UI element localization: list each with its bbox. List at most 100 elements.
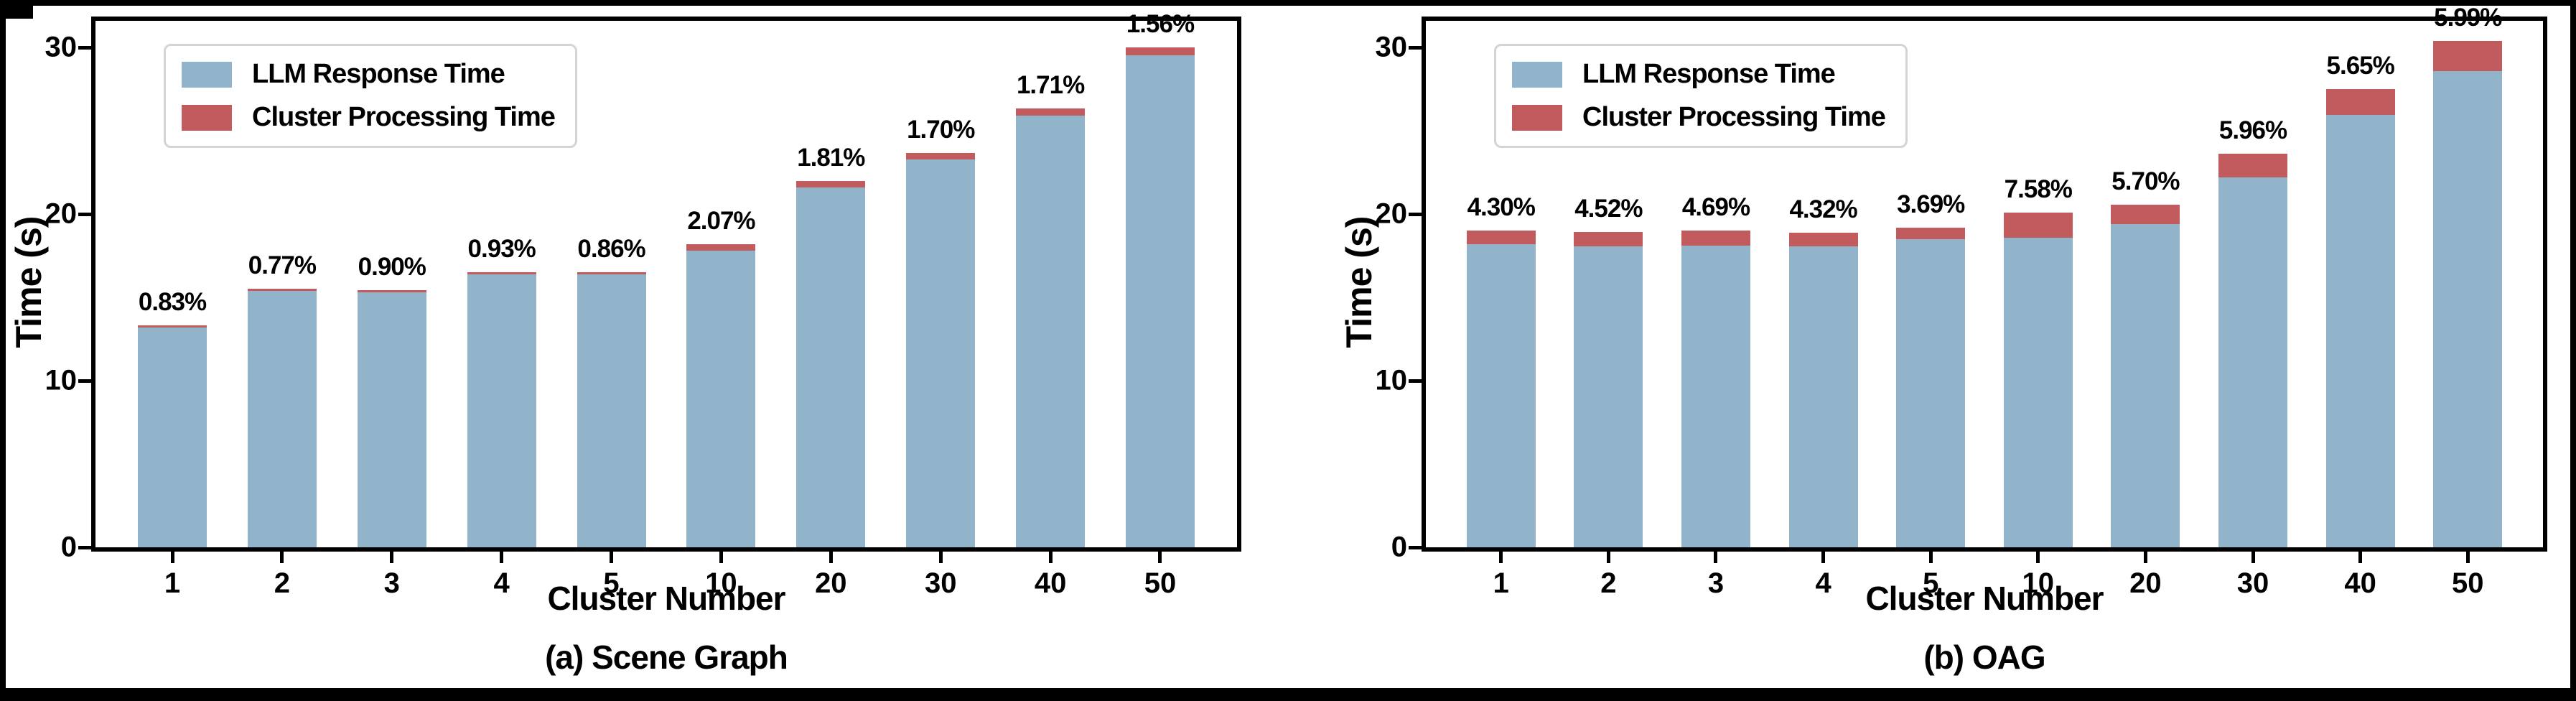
stacked-bar-cluster-2 <box>1574 232 1643 547</box>
cluster-processing-segment <box>2325 89 2395 115</box>
stacked-bar-cluster-50 <box>2433 41 2503 547</box>
llm-response-segment <box>1681 246 1750 547</box>
bar-percentage-label: 2.07% <box>687 207 755 235</box>
bar-percentage-label: 0.86% <box>577 235 645 263</box>
y-tick-label: 10 <box>45 364 78 396</box>
llm-response-segment <box>1125 55 1195 547</box>
legend-item-llm: LLM Response Time <box>182 59 555 90</box>
llm-response-segment <box>2003 238 2073 547</box>
cluster-processing-segment <box>1681 231 1750 246</box>
x-tick-label: 2 <box>274 567 291 599</box>
bar-percentage-label: 4.30% <box>1467 193 1536 221</box>
plot-area-scene-graph: LLM Response Time Cluster Processing Tim… <box>45 10 1241 599</box>
y-tick-label: 30 <box>45 31 78 63</box>
llm-response-segment <box>1466 244 1536 547</box>
stacked-bar-cluster-3 <box>1681 231 1750 547</box>
stacked-bar-cluster-4 <box>467 272 536 547</box>
x-tick-mark <box>610 552 614 563</box>
stacked-bar-cluster-4 <box>1788 233 1858 547</box>
llm-response-segment <box>2325 115 2395 547</box>
x-tick-label: 3 <box>1707 567 1725 599</box>
bar-percentage-label: 1.70% <box>907 116 975 144</box>
bar-percentage-label: 0.77% <box>248 251 317 279</box>
legend-label: LLM Response Time <box>252 59 505 89</box>
llm-response-segment <box>1574 246 1643 547</box>
x-tick-mark <box>938 552 943 563</box>
y-tick-mark <box>78 212 91 216</box>
llm-response-segment <box>2218 177 2288 547</box>
y-tick-label: 0 <box>1391 531 1407 563</box>
x-tick-label: 40 <box>2344 567 2376 599</box>
stacked-bar-cluster-1 <box>138 325 207 547</box>
llm-response-segment <box>138 328 207 547</box>
y-tick-label: 20 <box>45 198 78 230</box>
x-axis-label: Cluster Number <box>547 580 785 617</box>
cluster-processing-segment <box>2218 154 2288 177</box>
llm-response-segment <box>1016 116 1086 547</box>
llm-response-segment <box>2433 71 2503 547</box>
stacked-bar-cluster-30 <box>2218 154 2288 547</box>
cluster-processing-segment <box>1896 228 1966 239</box>
x-tick-label: 50 <box>1144 567 1177 599</box>
y-tick-mark <box>1409 212 1422 216</box>
x-tick-label: 4 <box>1815 567 1831 599</box>
x-tick-mark <box>1048 552 1053 563</box>
x-tick-label: 40 <box>1034 567 1067 599</box>
cluster-processing-segment <box>2111 205 2180 224</box>
y-tick-label: 30 <box>1375 31 1408 63</box>
bar-percentage-label: 5.96% <box>2218 116 2287 144</box>
cluster-processing-segment <box>2003 213 2073 238</box>
legend-item-cluster: Cluster Processing Time <box>1512 102 1886 134</box>
stacked-bar-cluster-3 <box>357 290 426 547</box>
x-tick-label: 3 <box>383 567 400 599</box>
llm-response-segment <box>247 291 317 547</box>
cluster-processing-segment <box>467 272 536 274</box>
legend-item-llm: LLM Response Time <box>1512 59 1885 90</box>
y-tick-mark <box>78 545 91 549</box>
y-tick-mark <box>1409 545 1422 549</box>
llm-response-segment <box>1896 239 1966 547</box>
cluster-processing-segment <box>796 181 866 187</box>
stacked-bar-cluster-20 <box>2111 205 2180 547</box>
x-tick-label: 10 <box>705 567 737 599</box>
cluster-processing-segment <box>2433 41 2503 71</box>
x-tick-mark <box>170 552 174 563</box>
bar-percentage-label: 0.93% <box>467 235 536 263</box>
y-axis-label: Time (s) <box>9 216 49 348</box>
bar-percentage-label: 1.71% <box>1016 71 1085 99</box>
x-tick-label: 50 <box>2452 567 2484 599</box>
cluster-processing-segment <box>577 272 646 274</box>
legend: LLM Response Time Cluster Processing Tim… <box>164 44 577 149</box>
plot-area-oag: LLM Response Time Cluster Processing Tim… <box>1376 4 2547 599</box>
cluster-processing-segment <box>1574 232 1643 246</box>
stacked-bar-cluster-20 <box>796 181 866 547</box>
y-tick-mark <box>78 45 91 50</box>
bar-percentage-label: 0.83% <box>138 288 207 316</box>
x-tick-mark <box>1158 552 1162 563</box>
cluster-processing-segment <box>906 153 976 159</box>
llm-response-segment <box>467 274 536 547</box>
x-tick-label: 1 <box>164 567 181 599</box>
subplot-caption-a: (a) Scene Graph <box>545 639 788 676</box>
legend-swatch-llm-response-time <box>1512 61 1562 88</box>
x-tick-label: 5 <box>1923 567 1939 599</box>
cluster-processing-segment <box>1788 233 1858 246</box>
stacked-bar-cluster-1 <box>1466 231 1536 547</box>
stacked-bar-cluster-40 <box>1016 108 1086 547</box>
stacked-bar-cluster-40 <box>2325 89 2395 547</box>
bar-percentage-label: 5.99% <box>2434 4 2502 32</box>
x-tick-label: 20 <box>2129 567 2162 599</box>
figure-canvas: Time (s) LLM Response Time Cluster Proce… <box>6 4 2570 688</box>
x-tick-label: 10 <box>2022 567 2055 599</box>
x-tick-mark <box>390 552 394 563</box>
bar-percentage-label: 4.52% <box>1574 195 1643 223</box>
x-tick-mark <box>1714 552 1718 563</box>
x-tick-label: 5 <box>603 567 620 599</box>
cluster-processing-segment <box>357 290 426 292</box>
x-axis-label: Cluster Number <box>1865 580 2104 617</box>
x-tick-mark <box>2251 552 2255 563</box>
y-tick-mark <box>1409 379 1422 383</box>
x-tick-mark <box>1928 552 1933 563</box>
bar-percentage-label: 0.90% <box>358 253 426 281</box>
